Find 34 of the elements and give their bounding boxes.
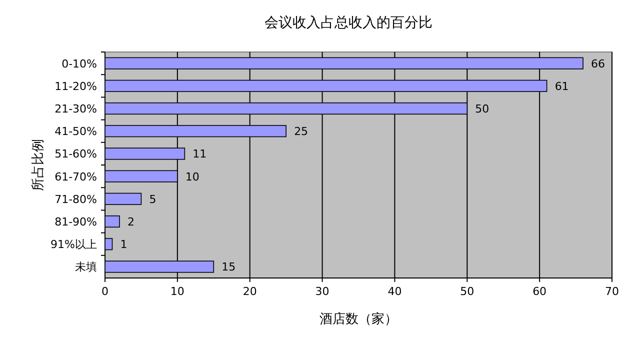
data-label: 50	[475, 102, 490, 116]
x-tick-label: 50	[460, 285, 474, 298]
y-tick-label: 81-90%	[54, 216, 97, 228]
bar	[104, 238, 113, 250]
x-tick-label: 10	[170, 285, 184, 298]
chart-title: 会议收入占总收入的百分比	[264, 15, 432, 31]
x-tick-label: 60	[532, 285, 547, 298]
x-tick-label: 30	[315, 285, 330, 298]
data-label: 25	[294, 125, 308, 138]
y-tick-label: 未填	[75, 260, 97, 274]
y-tick-label: 61-70%	[54, 170, 97, 184]
bar	[104, 192, 142, 205]
data-label: 2	[127, 216, 134, 228]
y-tick-label: 41-50%	[54, 125, 97, 138]
x-tick-label: 70	[605, 285, 619, 298]
data-label: 1	[120, 238, 128, 252]
data-label: 66	[591, 57, 606, 70]
data-label: 11	[192, 148, 207, 161]
data-label: 5	[149, 192, 156, 206]
x-tick-label: 20	[242, 285, 257, 298]
x-tick-label: 0	[102, 285, 108, 298]
y-axis-title: 所占比例	[31, 139, 46, 191]
y-tick-label: 51-60%	[54, 148, 97, 161]
y-tick-label: 0-10%	[62, 57, 97, 70]
data-label: 10	[185, 170, 200, 184]
data-label: 15	[222, 260, 236, 274]
y-tick-label: 21-30%	[54, 102, 97, 116]
data-label: 61	[554, 80, 569, 93]
bar	[104, 215, 120, 228]
y-tick-label: 71-80%	[54, 192, 97, 206]
x-axis-title: 酒店数（家）	[320, 311, 398, 327]
y-tick-label: 91%以上	[50, 238, 97, 252]
x-tick-label: 40	[388, 285, 402, 298]
y-tick-label: 11-20%	[54, 80, 97, 93]
